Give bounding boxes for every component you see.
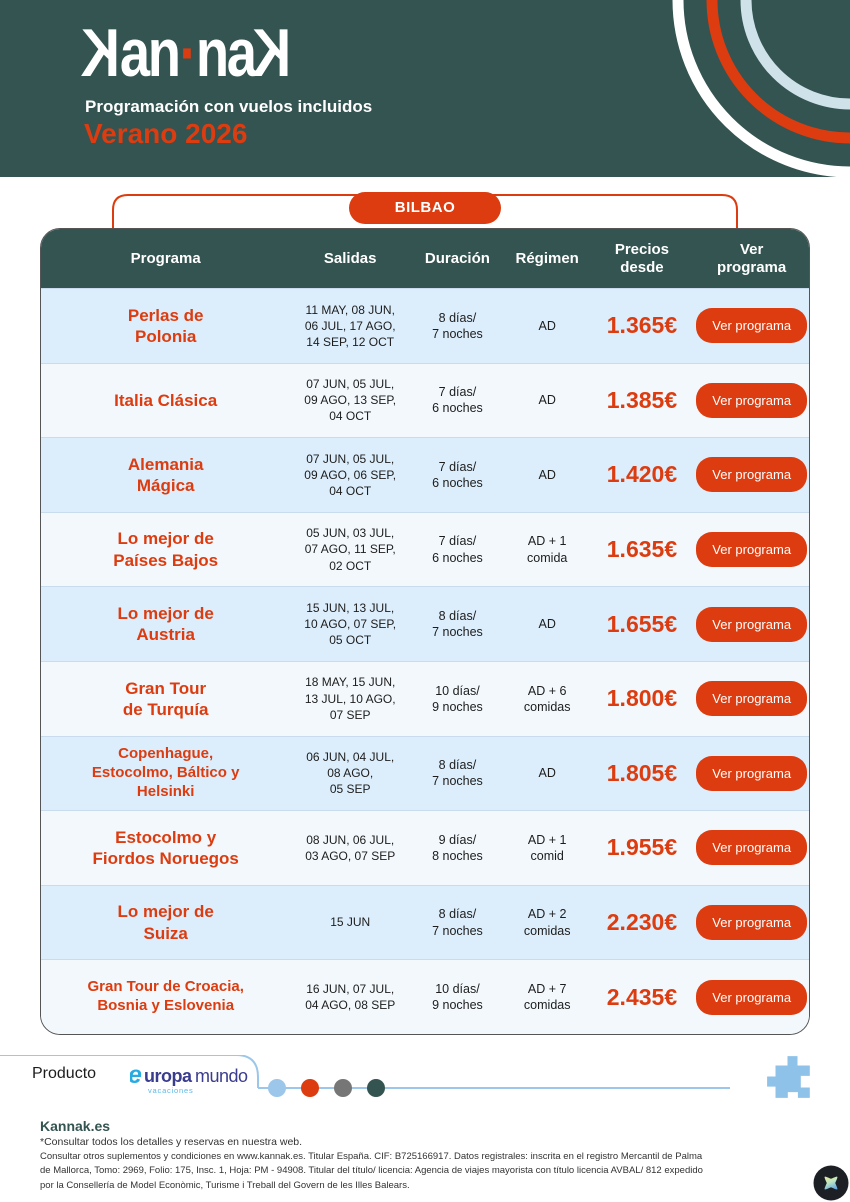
svg-text:vacaciones: vacaciones <box>148 1086 194 1095</box>
svg-text:uropa: uropa <box>144 1066 193 1086</box>
svg-text:mundo: mundo <box>195 1066 248 1086</box>
svg-text:e: e <box>130 1061 142 1089</box>
